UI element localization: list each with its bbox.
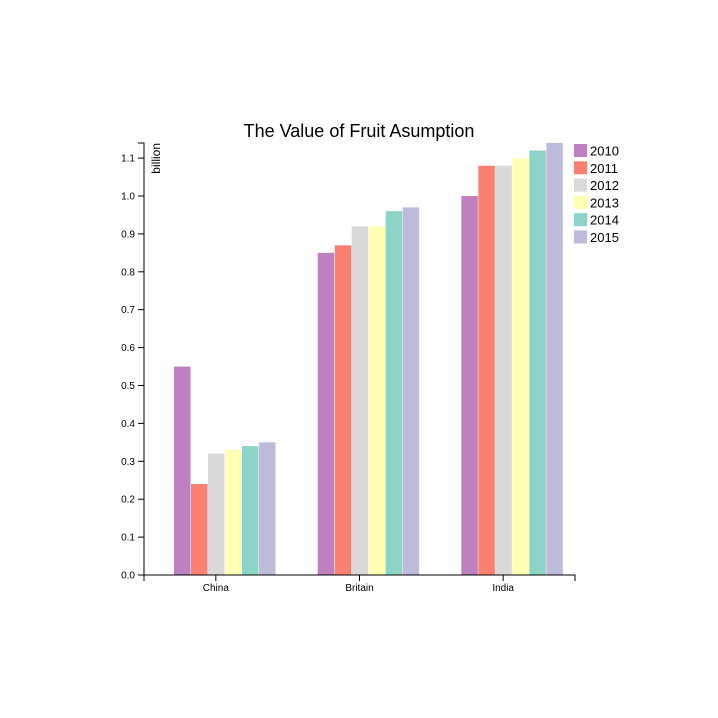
x-tick-label-britain: Britain: [345, 583, 373, 594]
legend-label-2010: 2010: [590, 144, 619, 159]
legend-label-2013: 2013: [590, 195, 619, 210]
bar-britain-2010: [317, 252, 335, 575]
y-tick-label: 1.1: [121, 154, 135, 165]
bar-britain-2012: [351, 226, 369, 575]
chart-title: The Value of Fruit Asumption: [244, 121, 475, 141]
y-axis: 0.0 0.1 0.2 0.3 0.4 0.5 0.6 0.7 0.8 0.9 1.0 1.1: [121, 142, 145, 582]
y-tick-label: 0.0: [121, 571, 135, 582]
x-axis: China Britain India: [143, 574, 576, 594]
bars-group: [174, 142, 563, 575]
legend-swatch-2015: [574, 230, 587, 244]
y-tick-label: 0.1: [121, 533, 135, 544]
y-tick-label: 0.9: [121, 229, 135, 240]
bar-india-2011: [478, 165, 495, 575]
legend-label-2014: 2014: [590, 213, 619, 228]
bar-britain-2013: [368, 226, 386, 575]
bar-india-2010: [461, 196, 478, 575]
bar-india-2012: [495, 165, 512, 575]
legend-swatch-2011: [574, 161, 587, 175]
y-tick-label: 0.7: [121, 305, 135, 316]
legend: 2010 2011 2012 2013 2014 2015: [574, 144, 619, 245]
y-tick-label: 0.8: [121, 267, 135, 278]
x-tick-label-china: China: [203, 583, 230, 594]
legend-label-2012: 2012: [590, 178, 619, 193]
bar-india-2015: [546, 142, 563, 575]
y-tick-label: 0.6: [121, 343, 135, 354]
legend-swatch-2010: [574, 144, 587, 157]
y-tick-label: 0.5: [121, 381, 135, 392]
bar-china-2010: [174, 366, 191, 575]
y-tick-label: 0.4: [121, 419, 135, 430]
x-tick-label-india: India: [492, 583, 514, 594]
y-axis-label: billion: [149, 143, 163, 174]
bar-china-2012: [208, 453, 225, 575]
y-axis-line: [138, 142, 145, 576]
y-tick-label: 0.3: [121, 457, 135, 468]
bar-britain-2014: [385, 211, 403, 575]
bar-india-2013: [512, 158, 529, 575]
y-tick-label: 0.2: [121, 495, 135, 506]
legend-swatch-2013: [574, 195, 587, 209]
legend-label-2011: 2011: [590, 161, 618, 176]
bar-china-2011: [191, 484, 208, 575]
legend-swatch-2012: [574, 178, 587, 192]
legend-label-2015: 2015: [590, 230, 619, 245]
bar-china-2015: [259, 442, 276, 575]
bar-britain-2011: [334, 245, 352, 575]
bar-china-2014: [242, 446, 259, 575]
bar-britain-2015: [402, 207, 420, 575]
y-tick-label: 1.0: [121, 192, 135, 203]
bar-china-2013: [225, 449, 242, 575]
bar-india-2014: [529, 150, 546, 575]
legend-swatch-2014: [574, 213, 587, 227]
